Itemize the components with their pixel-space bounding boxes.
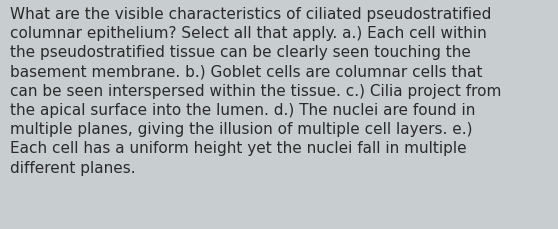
Text: What are the visible characteristics of ciliated pseudostratified
columnar epith: What are the visible characteristics of … — [10, 7, 502, 175]
